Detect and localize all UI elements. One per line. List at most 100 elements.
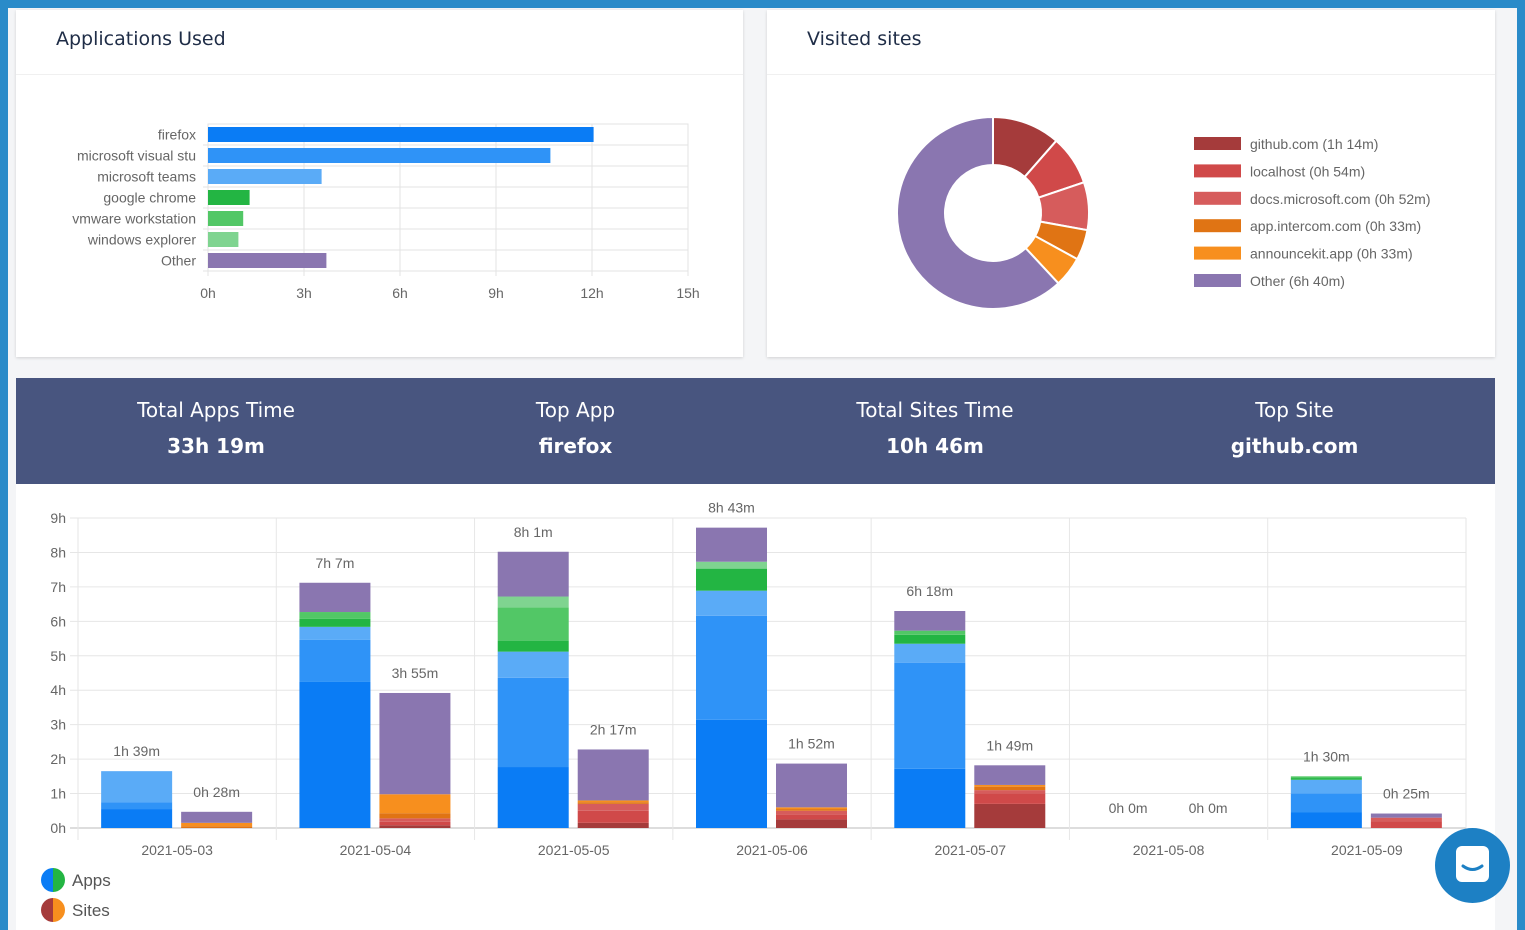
total-label: 3h 55m [392,665,439,681]
bar-segment [379,813,451,819]
bar-segment [497,767,569,828]
bar-segment [497,651,569,678]
sites-panel: Visited sites [767,10,1495,357]
y-tick-label: 2h [50,751,66,767]
bar-segment [299,582,371,613]
bar-segment [379,821,451,826]
legend-swatch [1194,164,1241,178]
legend-label: localhost (0h 54m) [1250,163,1365,179]
bar-segment [1290,812,1362,828]
x-tick-label: 2021-05-08 [1133,842,1205,858]
y-tick-label: firefox [158,127,196,143]
bar-segment [974,784,1046,787]
bar-segment [181,826,253,828]
bar [208,253,327,268]
bar-segment [101,771,173,803]
bar-segment [974,803,1046,828]
y-tick-label: windows explorer [87,232,196,248]
bar-segment [776,810,847,815]
bar-segment [894,662,966,769]
bar-segment [894,768,966,828]
y-tick-label: Other [161,253,196,269]
bar-segment [497,551,569,597]
legend-swatch [41,898,53,922]
y-tick-label: vmware workstation [72,211,196,227]
x-tick-label: 0h [200,285,216,301]
summary-item: Total Apps Time 33h 19m [36,398,396,458]
y-tick-label: 9h [50,510,66,526]
bar-segment [497,596,569,608]
panel-title: Applications Used [56,28,226,50]
bar-segment [379,825,451,828]
total-label: 0h 0m [1109,800,1148,816]
total-label: 8h 1m [514,524,553,540]
legend-label: Sites [72,901,110,920]
bar-segment [497,640,569,652]
summary-item: Total Sites Time 10h 46m [755,398,1115,458]
bar-segment [577,810,649,823]
x-tick-label: 2021-05-04 [340,842,412,858]
bar-segment [696,568,767,591]
total-label: 1h 39m [113,743,160,759]
legend-label: Other (6h 40m) [1250,273,1345,289]
bar [208,190,250,205]
bar-segment [1370,821,1442,828]
x-tick-label: 2021-05-07 [934,842,1006,858]
summary-value: 33h 19m [167,434,265,458]
summary-item: Top App firefox [396,398,756,458]
bar-segment [299,618,371,627]
x-tick-label: 9h [488,285,504,301]
legend-swatch [1194,137,1241,150]
x-tick-label: 12h [580,285,603,301]
bar-segment [101,802,173,810]
total-label: 8h 43m [708,500,755,516]
total-label: 0h 25m [1383,786,1430,802]
bar-segment [696,527,767,562]
y-tick-label: 0h [50,820,66,836]
bar-segment [577,749,649,801]
donut-slice [896,115,1060,310]
total-label: 1h 49m [986,737,1033,753]
y-tick-label: 3h [50,717,66,733]
bar-segment [1290,778,1362,780]
bar-segment [894,611,966,631]
divider [16,74,743,75]
bar-segment [894,643,966,663]
y-tick-label: 7h [50,579,66,595]
total-label: 2h 17m [590,721,637,737]
bar-segment [379,794,451,814]
bar-segment [776,819,847,828]
x-tick-label: 2021-05-05 [538,842,610,858]
total-label: 1h 30m [1303,748,1350,764]
bar-segment [379,692,451,795]
bar [208,211,244,226]
chat-button[interactable] [1435,828,1510,903]
y-tick-label: 8h [50,544,66,560]
bar-segment [894,634,966,644]
total-label: 0h 0m [1189,800,1228,816]
legend-label: Apps [72,871,111,890]
x-tick-label: 2021-05-09 [1331,842,1403,858]
bar-segment [577,822,649,828]
bar-segment [577,800,649,803]
total-label: 6h 18m [906,583,953,599]
bar-segment [299,612,371,619]
summary-label: Top Site [1255,398,1334,422]
bar-segment [776,807,847,810]
bar-segment [181,822,253,827]
x-tick-label: 2021-05-06 [736,842,808,858]
bar-segment [1290,776,1362,779]
bar-segment [894,630,966,635]
legend-label: announcekit.app (0h 33m) [1250,246,1413,262]
bar-segment [577,802,649,804]
legend-swatch [1194,246,1241,260]
total-label: 0h 28m [193,784,240,800]
x-tick-label: 3h [296,285,312,301]
summary-value: firefox [538,434,613,458]
y-tick-label: google chrome [103,190,196,206]
legend-swatch [1194,274,1241,287]
legend-swatch [53,868,65,892]
summary-value: 10h 46m [886,434,984,458]
legend-label: docs.microsoft.com (0h 52m) [1250,191,1431,207]
bar-segment [1370,817,1442,822]
